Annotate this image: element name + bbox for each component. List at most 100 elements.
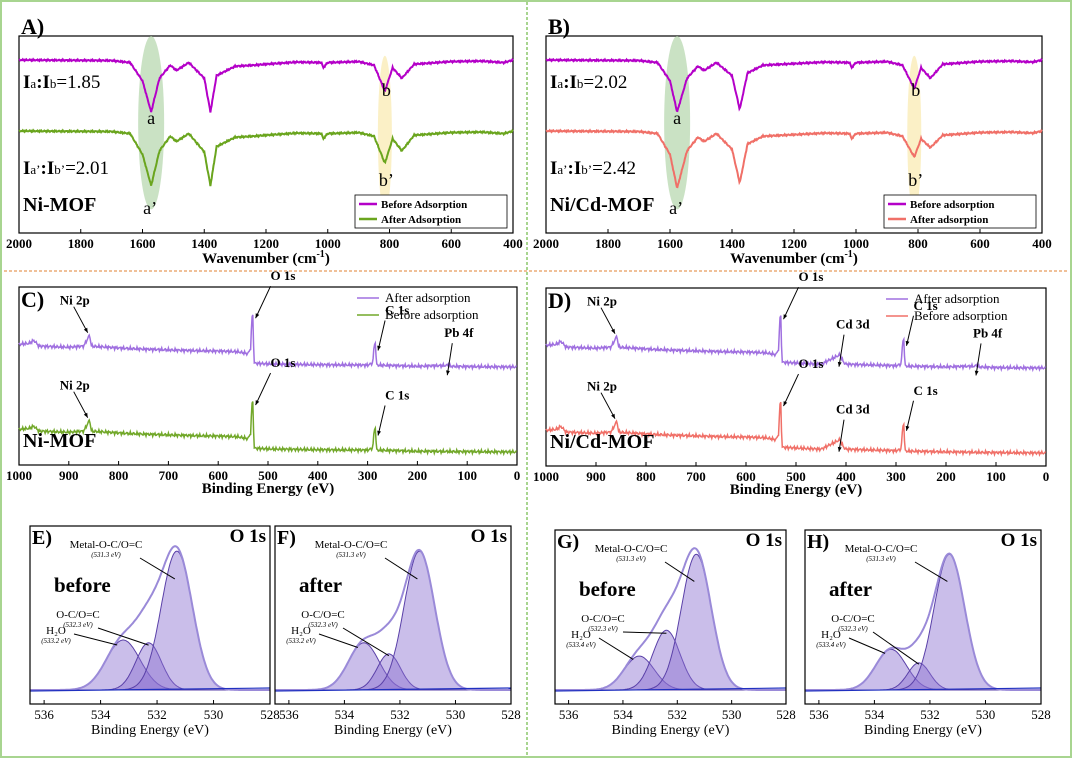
component-label: Metal-O-C/O=C <box>70 539 143 551</box>
material-label: Ni-MOF <box>23 194 96 216</box>
panel-label: D) <box>548 288 571 313</box>
x-tick-label: 500 <box>258 468 278 483</box>
legend-label: Before Adsorption <box>381 199 467 211</box>
panel-label: C) <box>21 287 44 312</box>
x-axis-label: Binding Energy (eV) <box>864 723 982 738</box>
x-tick-label: 1000 <box>843 236 869 251</box>
text-part: I <box>550 158 557 179</box>
peak-annotation: O 1s <box>271 268 296 283</box>
annotation-arrow <box>255 372 272 406</box>
peak-label-b-prime: b’ <box>908 170 923 190</box>
annotation-arrow <box>255 285 272 319</box>
text-part: b <box>577 76 584 91</box>
component-energy: (531.3 eV) <box>336 551 366 559</box>
x-tick-label: 900 <box>59 468 79 483</box>
state-label: after <box>299 573 342 597</box>
x-axis-label: Binding Energy (eV) <box>612 723 730 738</box>
text-part: :I <box>41 158 55 179</box>
legend-label: After adsorption <box>385 290 471 305</box>
x-tick-label: 1200 <box>253 236 279 251</box>
legend-box <box>883 194 1037 229</box>
series-line-after <box>18 314 518 372</box>
x-tick-label: 536 <box>34 707 54 722</box>
x-tick-label: 536 <box>279 707 299 722</box>
x-tick-label: 400 <box>836 469 856 484</box>
peak-label-b-prime: b’ <box>379 170 394 190</box>
x-tick-label: 528 <box>501 707 521 722</box>
spectrum-title: O 1s <box>230 526 266 547</box>
component-label: O-C/O=C <box>56 609 99 621</box>
x-axis-label: Binding Energy (eV) <box>202 481 335 497</box>
x-tick-label: 1600 <box>657 236 683 251</box>
x-tick-label: 100 <box>986 469 1006 484</box>
text-part: Wavenumber (cm <box>730 251 845 267</box>
annotation-arrow-head <box>255 400 260 406</box>
text-part: :I <box>563 72 577 93</box>
text-part: =2.01 <box>65 158 109 179</box>
component-energy: (533.4 eV) <box>566 641 596 649</box>
component-energy: (531.3 eV) <box>866 555 896 563</box>
label-leader-line <box>318 633 359 648</box>
annotation-arrow <box>838 419 845 452</box>
label-leader-line <box>914 561 948 582</box>
intensity-ratio-before: Ia:Ib=1.85 <box>23 72 100 93</box>
component-label: H₂O <box>571 629 591 641</box>
label-leader-line <box>664 561 695 582</box>
annotation-arrow-head <box>446 370 450 376</box>
legend-label: Before adsorption <box>914 308 1008 323</box>
x-tick-label: 2000 <box>6 236 32 251</box>
component-label: Metal-O-C/O=C <box>315 539 388 551</box>
annotation-arrow-head <box>611 413 615 419</box>
x-tick-label: 532 <box>920 707 940 722</box>
x-axis-label: Wavenumber (cm-1) <box>202 249 330 267</box>
text-part: Wavenumber (cm <box>202 251 317 267</box>
panel-e: 536 534 532 530 528 E) O 1s before Metal-O-C/O=C… <box>29 525 280 738</box>
x-tick-label: 528 <box>260 707 280 722</box>
x-tick-label: 528 <box>1031 707 1051 722</box>
x-tick-label: 530 <box>446 707 466 722</box>
component-label: Metal-O-C/O=C <box>845 543 918 555</box>
x-tick-label: 530 <box>976 707 996 722</box>
label-leader-line <box>73 633 118 646</box>
peak-annotation: Ni 2p <box>587 294 617 309</box>
peak-annotation: C 1s <box>914 298 938 313</box>
peak-annotation: C 1s <box>385 388 409 403</box>
peak-annotation: O 1s <box>271 355 296 370</box>
label-leader-line <box>384 557 418 580</box>
material-label: Ni/Cd-MOF <box>550 194 654 216</box>
label-leader-line <box>872 631 920 665</box>
legend-label: Before adsorption <box>385 307 479 322</box>
x-tick-label: 1600 <box>130 236 156 251</box>
intensity-ratio-before: Ia:Ib=2.02 <box>550 72 627 93</box>
state-label: before <box>54 573 111 597</box>
panels: 2000 1800 1600 1400 1200 1000 800 600 400A)Ia:Ib… <box>6 14 1052 738</box>
annotation-arrow-head <box>783 314 788 320</box>
x-tick-label: 200 <box>408 468 428 483</box>
x-tick-label: 532 <box>147 707 167 722</box>
x-tick-label: 534 <box>613 707 633 722</box>
legend-label: After Adsorption <box>381 214 461 226</box>
legend-box <box>354 194 508 229</box>
peak-annotation: O 1s <box>799 269 824 284</box>
x-tick-label: 700 <box>686 469 706 484</box>
background-line <box>274 687 512 692</box>
legend-label: After adsorption <box>910 214 988 226</box>
x-tick-label: 532 <box>390 707 410 722</box>
x-tick-label: 1200 <box>781 236 807 251</box>
x-tick-label: 800 <box>109 468 129 483</box>
x-axis-label: Binding Energy (eV) <box>730 482 863 498</box>
text-part: a <box>557 76 563 91</box>
text-part: =2.02 <box>583 72 627 93</box>
panel-g: 536 534 532 530 528 G) O 1s before Metal-O-C/O=C… <box>554 529 796 738</box>
annotation-arrow <box>73 391 89 418</box>
annotation-arrow-head <box>837 446 842 452</box>
component-label: H₂O <box>46 625 66 637</box>
component-energy: (532.3 eV) <box>308 621 338 629</box>
peak-label-a-prime: a’ <box>143 198 157 218</box>
series-line-before <box>18 401 518 457</box>
annotation-arrow <box>73 306 89 333</box>
legend: Before Adsorption After Adsorption <box>354 194 508 229</box>
text-part: b’ <box>581 162 592 177</box>
x-axis-label: Binding Energy (eV) <box>334 723 452 738</box>
